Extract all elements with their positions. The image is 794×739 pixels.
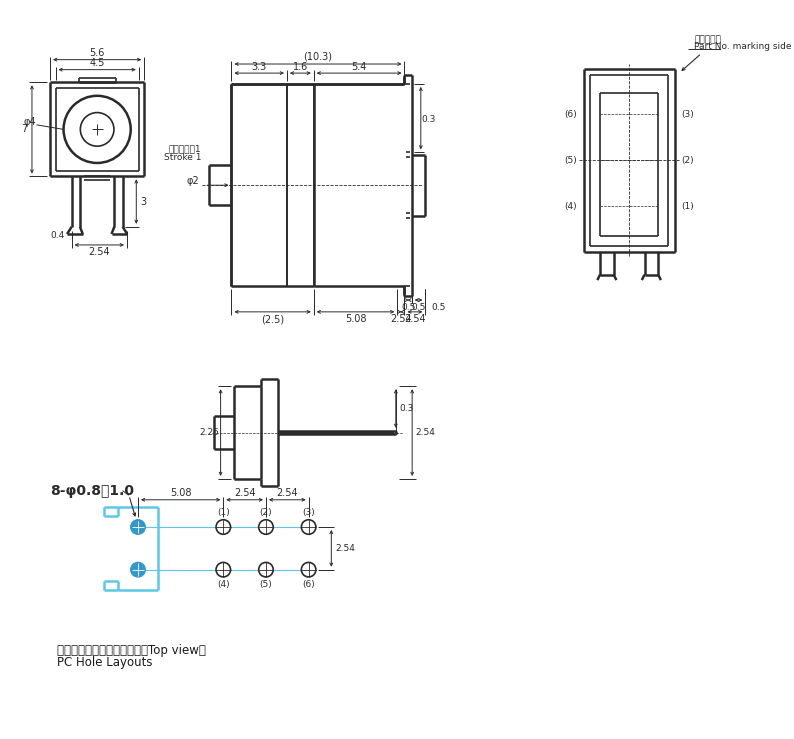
Text: 0.5: 0.5 <box>432 303 446 312</box>
Text: Stroke 1: Stroke 1 <box>164 153 202 162</box>
Text: (1): (1) <box>680 202 694 211</box>
Circle shape <box>131 520 145 534</box>
Circle shape <box>302 562 316 577</box>
Text: 5.4: 5.4 <box>352 62 367 72</box>
Text: φ2: φ2 <box>186 176 198 185</box>
Text: 3: 3 <box>141 197 147 207</box>
Text: 2.54: 2.54 <box>404 314 426 324</box>
Text: 2.54: 2.54 <box>233 488 256 497</box>
Circle shape <box>259 562 273 577</box>
Text: 5.08: 5.08 <box>345 314 366 324</box>
Text: (5): (5) <box>565 156 577 165</box>
Text: (4): (4) <box>565 202 577 211</box>
Text: 2.54: 2.54 <box>276 488 298 497</box>
Text: 0.5: 0.5 <box>411 303 426 312</box>
Text: (10.3): (10.3) <box>303 52 333 62</box>
Text: 5.6: 5.6 <box>90 48 105 58</box>
Text: 4.5: 4.5 <box>90 58 105 68</box>
Text: (4): (4) <box>217 579 229 589</box>
Text: プリント基板孔あけ寸法図（Top view）: プリント基板孔あけ寸法図（Top view） <box>57 644 206 657</box>
Text: (3): (3) <box>303 508 315 517</box>
Text: 0.5: 0.5 <box>401 303 415 312</box>
Text: 0.4: 0.4 <box>50 231 64 240</box>
Text: Part No. marking side: Part No. marking side <box>695 42 792 51</box>
Text: (6): (6) <box>565 110 577 119</box>
Text: (2): (2) <box>681 156 693 165</box>
Text: ストローク1: ストローク1 <box>169 144 202 153</box>
Text: 2.54: 2.54 <box>335 544 355 553</box>
Text: 2.54: 2.54 <box>88 248 110 257</box>
Text: 8-φ0.8～1.0: 8-φ0.8～1.0 <box>50 484 134 497</box>
Text: 5.08: 5.08 <box>170 488 191 497</box>
Circle shape <box>216 562 230 577</box>
Circle shape <box>302 520 316 534</box>
Text: 1.6: 1.6 <box>293 62 308 72</box>
Text: (1): (1) <box>217 508 229 517</box>
Text: φ4: φ4 <box>24 117 37 127</box>
Circle shape <box>216 520 230 534</box>
Text: 7: 7 <box>21 124 28 134</box>
Text: (2.5): (2.5) <box>261 314 284 324</box>
Text: (2): (2) <box>260 508 272 517</box>
Text: 2.54: 2.54 <box>390 314 411 324</box>
Text: (3): (3) <box>680 110 694 119</box>
Text: 3.3: 3.3 <box>252 62 267 72</box>
Text: 0.3: 0.3 <box>421 115 435 124</box>
Text: 0.3: 0.3 <box>399 404 414 413</box>
Text: PC Hole Layouts: PC Hole Layouts <box>57 655 152 669</box>
Text: (6): (6) <box>303 579 315 589</box>
Text: 2.25: 2.25 <box>198 428 218 437</box>
Text: 2.54: 2.54 <box>415 428 435 437</box>
Text: (5): (5) <box>260 579 272 589</box>
Circle shape <box>259 520 273 534</box>
Text: 形名表示側: 形名表示側 <box>695 35 722 44</box>
Circle shape <box>131 562 145 577</box>
